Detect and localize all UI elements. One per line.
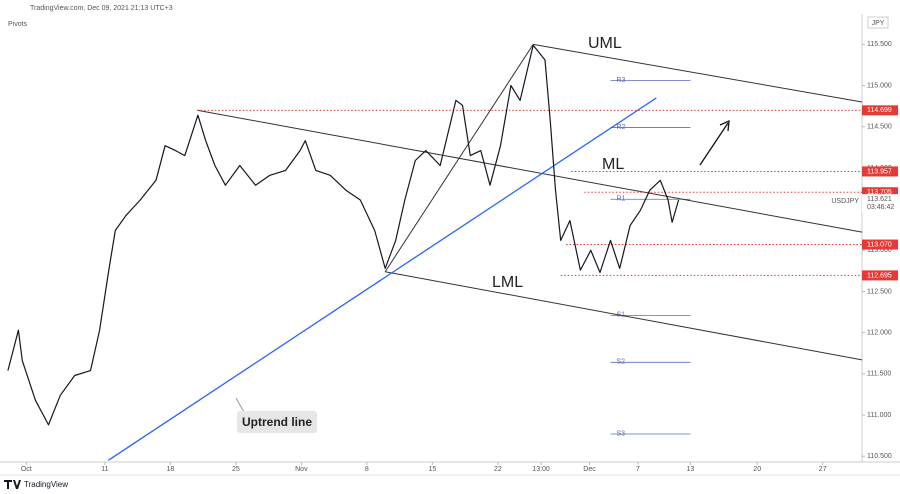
x-tick-label: 8	[365, 466, 369, 473]
trendline-label: UML	[588, 35, 622, 52]
x-tick-label: 15	[428, 466, 436, 473]
x-tick-label: Nov	[295, 466, 308, 473]
level-label: 113.957	[867, 168, 892, 175]
trendline-label: ML	[602, 156, 624, 173]
trendline-label: LML	[492, 274, 523, 291]
level-label: 112.695	[867, 272, 892, 279]
x-tick-label: 11	[101, 466, 108, 473]
x-tick-label: 18	[166, 466, 174, 473]
trendline	[107, 97, 657, 461]
series-name: USDJPY	[831, 198, 859, 205]
level-label: 114.699	[867, 107, 892, 114]
callout-connector	[235, 397, 245, 413]
trendline-label: Uptrend line	[242, 415, 312, 429]
level-box	[862, 166, 898, 177]
trendline	[197, 109, 863, 233]
level-box	[862, 105, 898, 116]
brand: TradingView	[24, 480, 68, 489]
x-tick-label: 7	[636, 466, 640, 473]
y-tick-label: 111.500	[867, 371, 891, 378]
x-tick-label: 20	[753, 466, 761, 473]
pivot-label: R3	[616, 77, 625, 84]
x-tick-label: 27	[819, 466, 827, 473]
arrow	[699, 119, 730, 166]
trendline	[384, 44, 534, 272]
y-tick-label: 115.000	[867, 82, 892, 89]
indicator-label: Pivots	[8, 21, 28, 28]
last-price: 113.621	[867, 196, 892, 203]
pivot-label: R2	[616, 124, 625, 131]
countdown: 03:46:42	[867, 204, 894, 211]
level-label: 113.705	[867, 189, 892, 196]
x-tick-label: 13	[687, 466, 695, 473]
y-tick-label: 115.500	[867, 41, 892, 48]
callout-box	[237, 411, 317, 433]
trendline	[385, 271, 863, 361]
logo	[4, 480, 21, 489]
price-line	[7, 44, 680, 426]
pivot-label: R1	[616, 196, 625, 203]
pivot-label: S2	[616, 359, 625, 366]
x-tick-label: 13:00	[532, 466, 550, 473]
trendline	[533, 43, 863, 103]
y-tick-label: 113.000	[867, 247, 892, 254]
y-tick-label: 112.000	[867, 330, 892, 337]
level-box	[862, 239, 898, 250]
y-tick-label: 114.500	[867, 124, 892, 131]
level-box	[862, 187, 898, 198]
level-box	[862, 270, 898, 281]
pivot-label: S3	[616, 430, 625, 437]
last-price-box	[862, 194, 898, 213]
x-tick-label: Dec	[583, 466, 596, 473]
arrow-head	[719, 119, 730, 132]
level-label: 113.070	[867, 241, 892, 248]
currency-box	[867, 16, 889, 29]
y-tick-label: 111.000	[867, 412, 891, 419]
arrow-line	[699, 122, 729, 166]
y-tick-label: 112.500	[867, 288, 892, 295]
header-source: TradingView.com, Dec 09, 2021 21:13 UTC+…	[30, 5, 173, 12]
x-tick-label: 22	[494, 466, 502, 473]
currency: JPY	[872, 20, 885, 27]
x-tick-label: 25	[232, 466, 240, 473]
x-tick-label: Oct	[21, 466, 32, 473]
y-tick-label: 110.500	[867, 453, 892, 460]
